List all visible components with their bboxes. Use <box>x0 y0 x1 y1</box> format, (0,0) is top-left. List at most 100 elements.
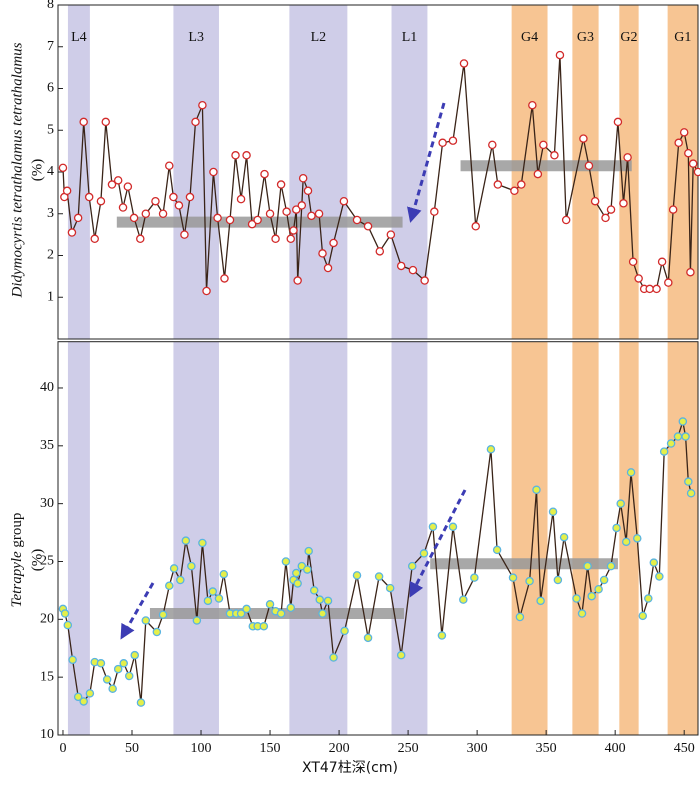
data-point <box>176 575 185 585</box>
data-point <box>192 616 202 625</box>
data-point <box>198 100 207 110</box>
zone-band <box>511 5 548 339</box>
data-point <box>459 595 468 604</box>
data-point <box>292 205 301 214</box>
y-axis-title: Tetrapyle group <box>9 513 25 608</box>
data-point <box>532 485 541 495</box>
data-point <box>684 148 693 158</box>
data-point <box>141 209 151 218</box>
zone-band <box>667 341 698 735</box>
data-point <box>152 627 162 637</box>
data-point <box>286 603 296 613</box>
data-point <box>340 626 349 636</box>
data-point <box>79 697 88 706</box>
data-point <box>187 561 196 571</box>
data-point <box>318 249 327 258</box>
data-point <box>437 631 447 640</box>
y-tick-label: 8 <box>47 0 54 12</box>
zone-band <box>511 341 548 735</box>
data-point <box>58 163 68 173</box>
data-point <box>185 192 195 202</box>
data-point <box>242 151 251 160</box>
zone-label: L3 <box>188 30 204 45</box>
data-point <box>213 213 222 223</box>
y-axis-title-rest: group <box>9 513 25 552</box>
data-point <box>123 182 133 191</box>
data-point <box>664 278 673 287</box>
data-point <box>652 284 661 294</box>
data-point <box>488 140 497 150</box>
x-tick-label: 100 <box>191 741 212 756</box>
data-point <box>612 523 621 533</box>
data-point <box>363 633 373 643</box>
data-point <box>303 186 313 196</box>
data-point <box>315 595 324 604</box>
data-point <box>587 591 596 601</box>
data-point <box>583 561 592 571</box>
data-point <box>96 659 106 668</box>
data-point <box>628 257 638 267</box>
zone-label: L4 <box>71 30 87 45</box>
x-tick-label: 250 <box>398 741 419 756</box>
data-point <box>242 604 251 614</box>
y-tick-label: 3 <box>47 206 54 221</box>
data-point <box>657 257 667 267</box>
data-point <box>130 650 140 660</box>
x-tick-label: 50 <box>125 741 139 756</box>
zone-label: G2 <box>620 30 637 45</box>
data-point <box>181 536 191 545</box>
data-point <box>684 477 693 486</box>
data-point <box>276 609 286 618</box>
data-point <box>314 209 324 218</box>
data-point <box>674 138 683 148</box>
data-point <box>191 117 200 127</box>
data-point <box>644 594 653 603</box>
data-point <box>180 230 189 239</box>
data-point <box>621 537 631 547</box>
data-point <box>555 50 565 60</box>
data-point <box>420 276 429 285</box>
data-point <box>60 609 70 618</box>
arrows <box>120 102 467 640</box>
data-point <box>108 684 117 693</box>
data-point <box>510 186 519 196</box>
y-tick-label: 20 <box>40 612 54 627</box>
data-point <box>220 274 229 283</box>
data-point <box>659 447 669 456</box>
data-point <box>73 213 83 223</box>
plot-frame <box>57 4 699 340</box>
data-point <box>386 230 396 239</box>
data-point <box>219 569 229 579</box>
arrow <box>120 582 155 640</box>
data-point <box>548 507 558 516</box>
data-point <box>309 586 319 595</box>
zone-band <box>289 341 348 735</box>
data-point <box>329 238 338 248</box>
data-point <box>448 522 458 532</box>
data-point <box>68 655 77 665</box>
data-point <box>396 650 406 660</box>
y-axis-unit: (%) <box>29 159 45 182</box>
data-point <box>298 174 308 183</box>
data-point <box>666 439 676 448</box>
zone-label: G4 <box>521 30 538 45</box>
data-point <box>649 558 659 567</box>
data-point <box>352 571 362 580</box>
y-tick-label: 7 <box>47 39 54 54</box>
data-point <box>508 573 518 582</box>
data-point <box>601 213 610 223</box>
data-point <box>375 247 385 256</box>
data-point <box>158 209 168 218</box>
data-point <box>599 575 609 585</box>
data-point <box>673 432 683 441</box>
data-point <box>339 196 349 206</box>
y-axis-title: Didymocyrtis tetrathalamus tetrathalamus <box>9 42 25 298</box>
zone-band <box>391 341 428 735</box>
data-point <box>236 194 246 204</box>
data-point <box>293 276 302 285</box>
x-tick-label: 300 <box>467 741 488 756</box>
zone-band <box>572 341 599 735</box>
data-point <box>634 274 643 283</box>
data-point <box>638 611 648 621</box>
data-point <box>73 692 83 702</box>
